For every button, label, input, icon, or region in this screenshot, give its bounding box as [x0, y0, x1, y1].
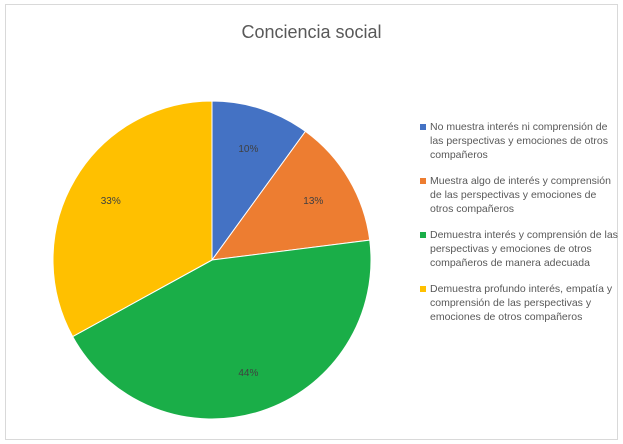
legend-swatch [420, 232, 426, 238]
legend: No muestra interés ni comprensión de las… [420, 120, 620, 336]
chart-title: Conciencia social [241, 22, 382, 42]
legend-label: No muestra interés ni comprensión de las… [430, 121, 609, 161]
data-label: 44% [238, 368, 258, 379]
legend-swatch [420, 286, 426, 292]
legend-item: Muestra algo de interés y comprensión de… [420, 174, 620, 216]
data-label: 13% [303, 196, 323, 207]
pie-slice [210, 130, 371, 261]
pie-slice [71, 239, 372, 420]
legend-item: Demuestra interés y comprensión de las p… [420, 228, 620, 270]
legend-label: Demuestra profundo interés, empatía y co… [430, 283, 613, 323]
legend-item: Demuestra profundo interés, empatía y co… [420, 282, 620, 324]
data-label: 33% [101, 196, 121, 207]
legend-label: Muestra algo de interés y comprensión de… [430, 175, 611, 215]
pie-slice [52, 100, 213, 338]
legend-item: No muestra interés ni comprensión de las… [420, 120, 620, 162]
legend-swatch [420, 124, 426, 130]
legend-swatch [420, 178, 426, 184]
pie-slice [211, 100, 307, 262]
data-label: 10% [238, 144, 258, 155]
legend-label: Demuestra interés y comprensión de las p… [430, 229, 618, 269]
